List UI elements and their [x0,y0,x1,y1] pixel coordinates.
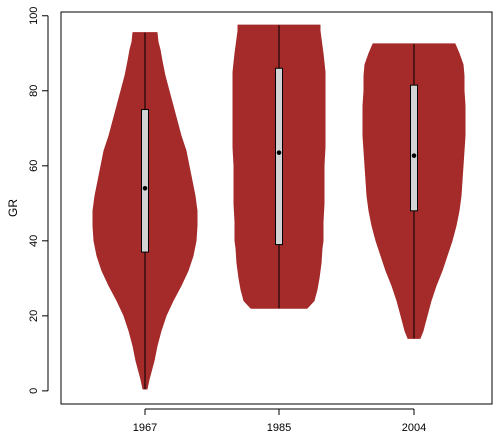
violin-iqr-box [141,109,149,253]
y-tick-label: 40 [28,235,40,247]
x-tick-label: 1985 [267,422,291,434]
y-tick-label: 60 [28,160,40,172]
violin-1985 [232,24,326,309]
violin-layer [92,24,466,390]
x-axis: 1967 1985 2004 [133,408,426,434]
violin-median-point [142,186,148,191]
y-tick-label: 100 [28,7,40,25]
violin-1967 [92,32,198,390]
violin-iqr-box [275,67,283,246]
y-tick-label: 20 [28,310,40,322]
violin-iqr-box [410,84,418,212]
plot-frame [60,11,493,405]
violin-median-point [276,150,282,155]
y-axis-label: GR [6,199,20,217]
y-tick-label: 0 [28,388,40,394]
x-tick-label: 2004 [402,422,426,434]
violin-median-point [411,153,417,158]
violin-2004 [362,43,466,339]
y-tick-label: 80 [28,85,40,97]
x-tick-label: 1967 [133,422,157,434]
y-axis: 0 20 40 60 80 100 [28,7,49,394]
